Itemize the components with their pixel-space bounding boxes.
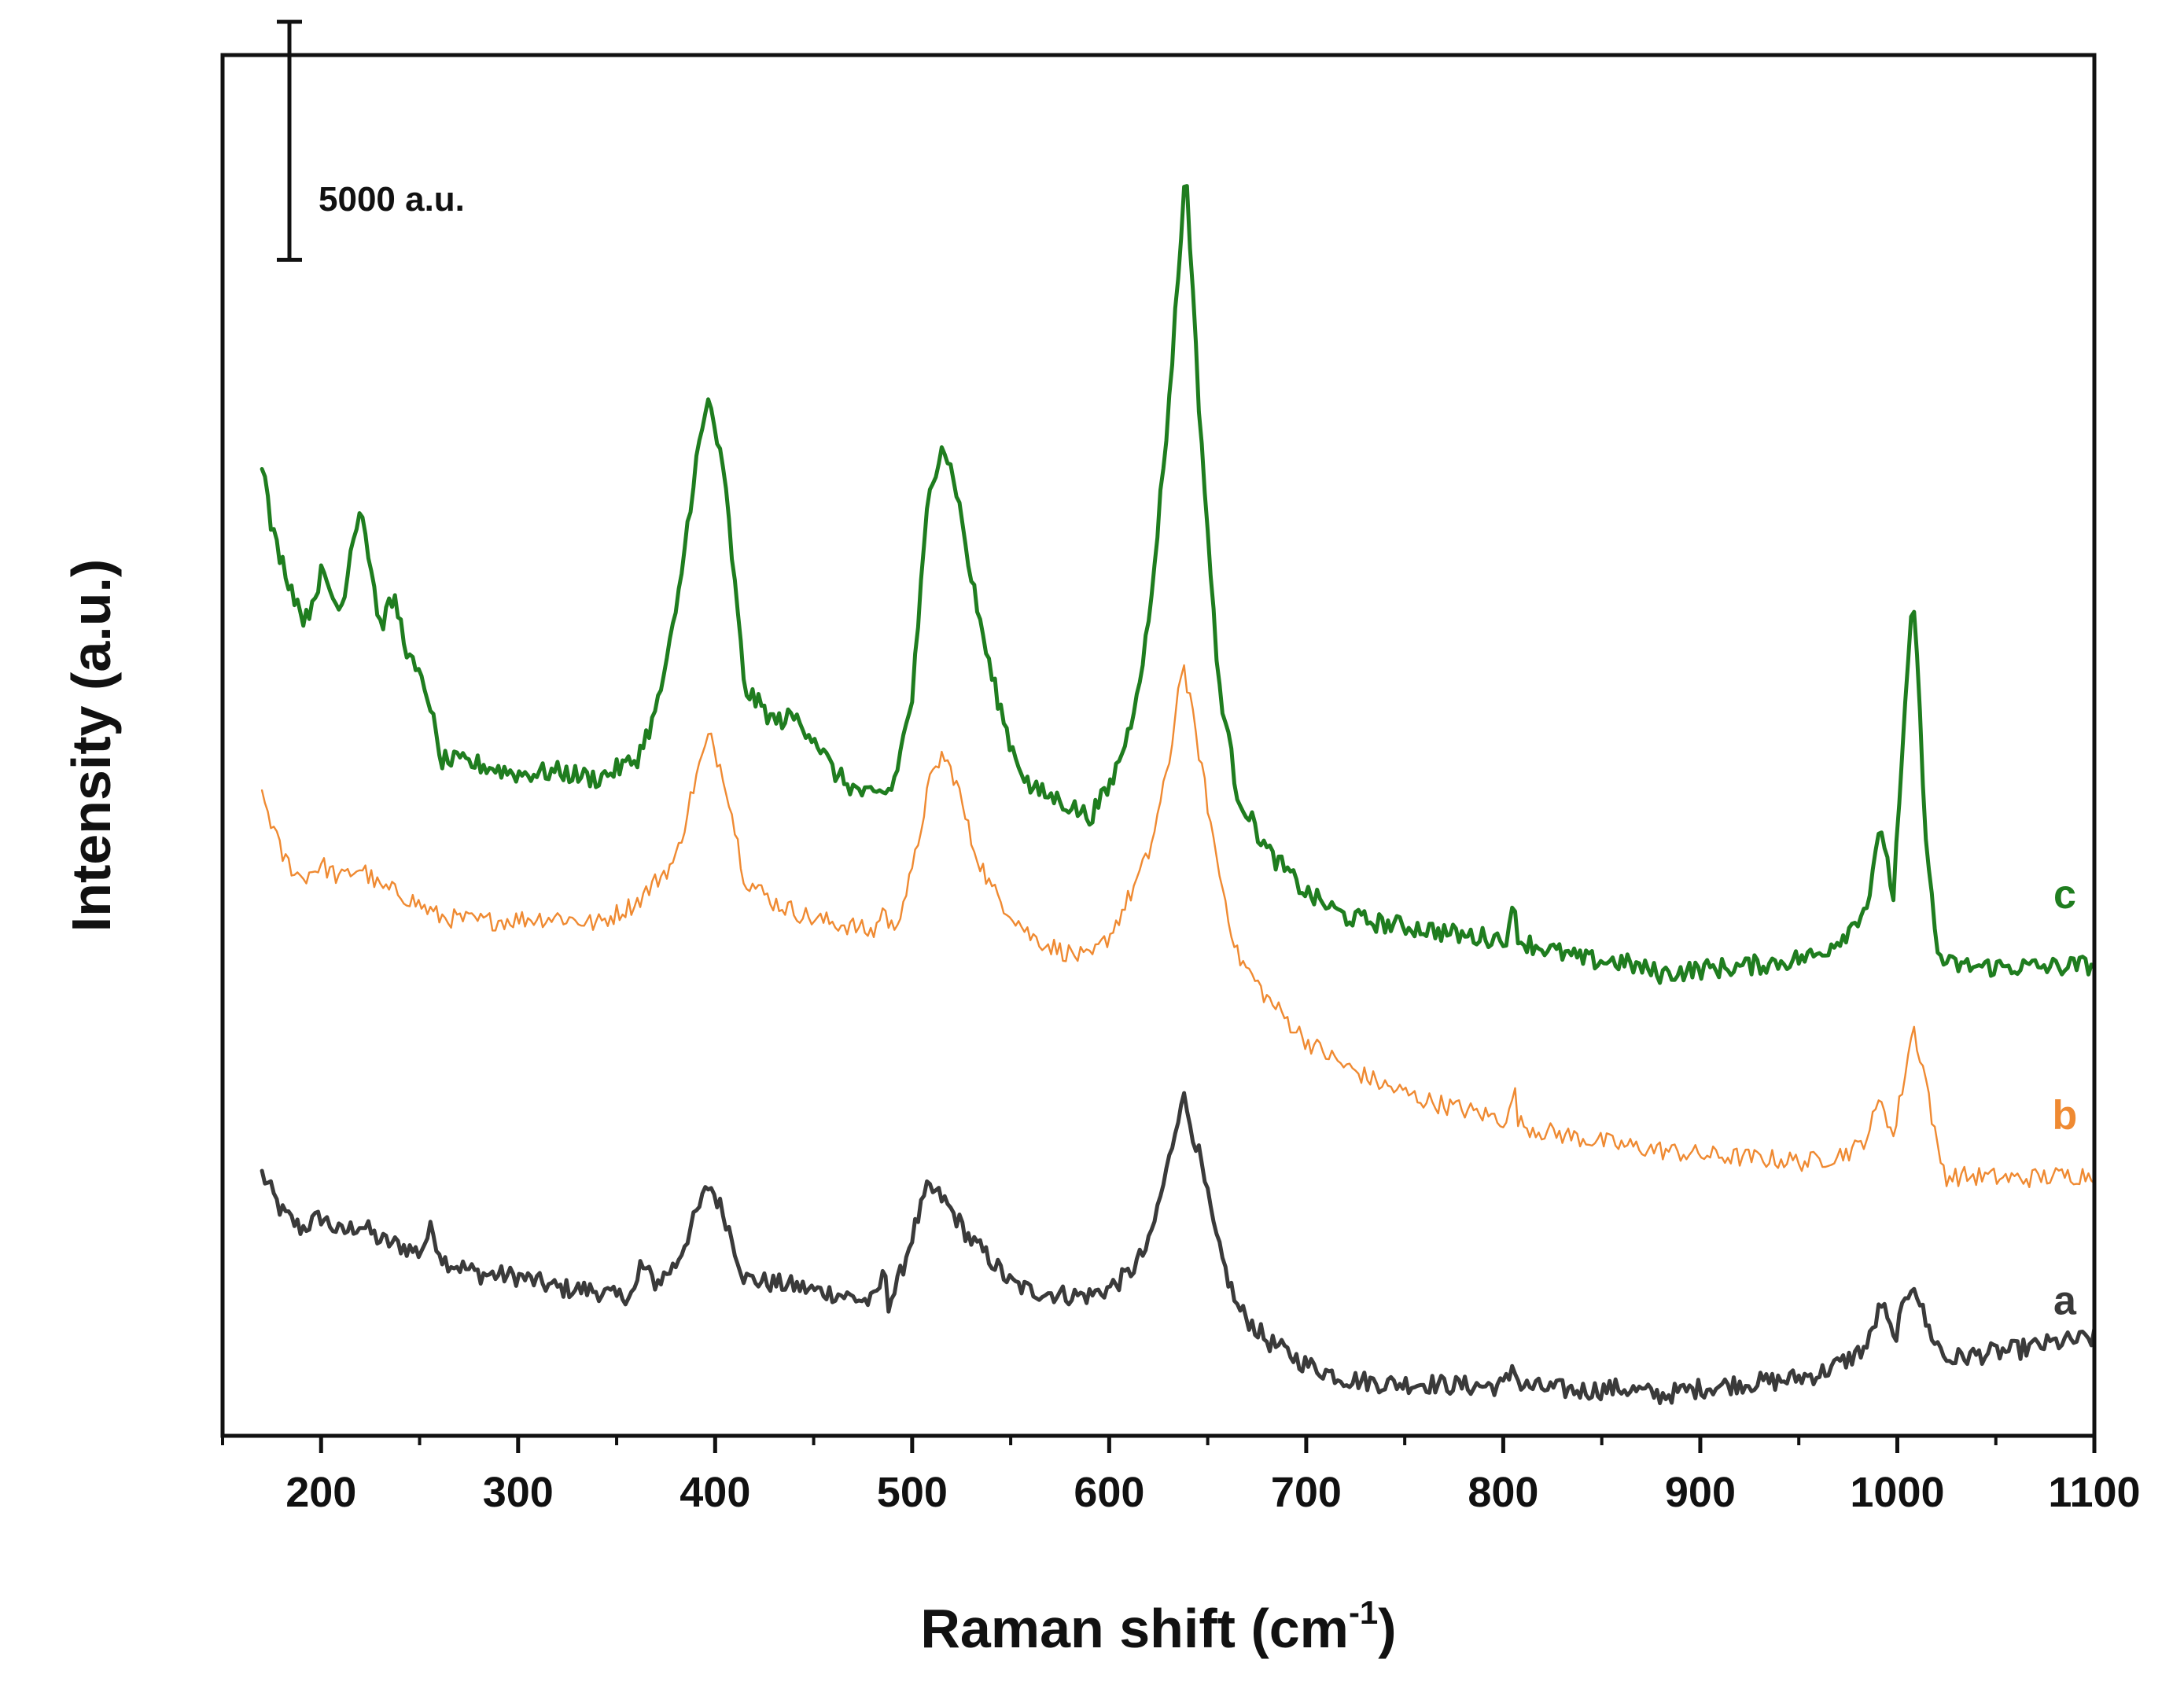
y-axis-title: Intensity (a.u.) xyxy=(61,559,122,932)
x-tick-label-400: 400 xyxy=(680,1469,750,1516)
x-axis-title-superscript: -1 xyxy=(1349,1594,1378,1631)
series-b-label: b xyxy=(2053,1092,2078,1138)
x-tick-label-600: 600 xyxy=(1074,1469,1144,1516)
series-a-label: a xyxy=(2053,1279,2077,1324)
series-b-line xyxy=(260,664,2096,1189)
x-axis-ticks: 200 300 400 500 600 700 800 900 1000 1100 xyxy=(221,1436,2141,1516)
scale-bar-label: 5000 a.u. xyxy=(319,180,465,219)
x-tick-label-1000: 1000 xyxy=(1850,1469,1944,1516)
series-layer xyxy=(260,184,2097,1405)
x-tick-label-200: 200 xyxy=(285,1469,356,1516)
x-tick-label-500: 500 xyxy=(877,1469,948,1516)
plot-frame xyxy=(220,53,2097,1438)
x-tick-label-1100: 1100 xyxy=(2048,1469,2140,1516)
x-tick-label-900: 900 xyxy=(1665,1469,1736,1516)
x-tick-label-800: 800 xyxy=(1468,1469,1538,1516)
x-axis-title-main: Raman shift (cm xyxy=(920,1598,1349,1659)
series-c-line xyxy=(260,184,2097,985)
series-labels: a b c xyxy=(2053,872,2078,1324)
x-tick-label-700: 700 xyxy=(1271,1469,1342,1516)
series-a-line xyxy=(260,1091,2097,1405)
x-axis-title-close: ) xyxy=(1378,1598,1396,1659)
scale-bar: 5000 a.u. xyxy=(277,20,465,262)
x-axis-title: Raman shift (cm-1) xyxy=(920,1594,1396,1659)
x-tick-label-300: 300 xyxy=(483,1469,554,1516)
series-c-label: c xyxy=(2053,872,2076,918)
